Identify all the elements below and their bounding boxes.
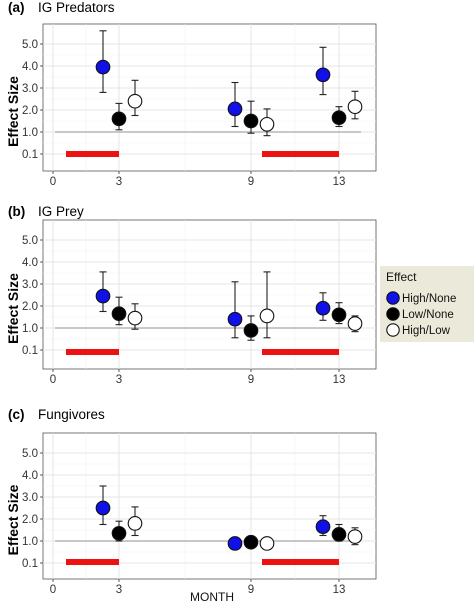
data-point <box>227 536 243 551</box>
data-point <box>111 525 127 541</box>
y-tick-label: 0.1 <box>22 149 38 161</box>
x-tick-label: 13 <box>333 584 346 596</box>
series-high-low <box>127 79 363 137</box>
data-point <box>111 111 127 127</box>
panel-3: (c) Fungivores 0.1 1.0 2.0 3.0 4.0 5.0 0 3 9 13 Effe… <box>5 407 377 596</box>
y-tick-label: 0.1 <box>22 558 38 570</box>
x-tick-label: 9 <box>248 584 254 596</box>
legend-entry-label: Low/None <box>402 309 454 321</box>
x-tick-label: 0 <box>50 176 56 188</box>
data-point <box>243 113 259 129</box>
y-axis-label: Effect Size <box>5 273 21 344</box>
legend-entry-label: High/None <box>402 293 456 305</box>
y-tick-label: 4.0 <box>22 470 38 482</box>
data-point <box>243 534 259 550</box>
data-point <box>227 311 243 327</box>
data-point <box>95 288 111 304</box>
legend-marker <box>386 307 400 321</box>
panel-label: (a) <box>8 0 25 15</box>
panel-title: IG Predators <box>38 0 115 15</box>
legend: Effect High/None Low/None High/Low <box>380 266 474 342</box>
plot-area <box>42 23 377 172</box>
panel-label: (b) <box>8 204 25 219</box>
plot-area <box>42 219 377 370</box>
treatment-bar <box>66 559 119 565</box>
treatment-bar <box>262 349 339 355</box>
data-point <box>259 308 275 324</box>
series-high-none <box>95 485 331 551</box>
y-tick-label: 5.0 <box>22 39 38 51</box>
data-point <box>127 516 143 531</box>
x-tick-label: 3 <box>116 176 122 188</box>
x-tick-label: 9 <box>248 374 254 386</box>
panel-label: (c) <box>8 407 25 422</box>
data-point <box>315 519 331 535</box>
y-tick-label: 4.0 <box>22 257 38 269</box>
x-tick-label: 0 <box>50 584 56 596</box>
x-tick-label: 3 <box>116 374 122 386</box>
x-tick-label: 3 <box>116 584 122 596</box>
y-tick-label: 0.1 <box>22 345 38 357</box>
data-point <box>227 101 243 117</box>
y-axis-label: Effect Size <box>5 76 21 147</box>
data-point <box>347 316 363 331</box>
data-point <box>259 116 275 132</box>
legend-marker <box>386 323 400 337</box>
treatment-bar <box>262 559 339 565</box>
y-tick-label: 2.0 <box>22 301 38 313</box>
y-tick-label: 5.0 <box>22 448 38 460</box>
y-tick-label: 3.0 <box>22 279 38 291</box>
data-point <box>347 99 363 115</box>
data-point <box>95 500 111 516</box>
y-tick-label: 5.0 <box>22 235 38 247</box>
treatment-bar <box>262 151 339 157</box>
panel-title: IG Prey <box>38 204 84 219</box>
y-tick-label: 1.0 <box>22 323 38 335</box>
panel-2: (b) IG Prey 0.1 1.0 2.0 3.0 4.0 5.0 0 3 9 13 Effect … <box>5 204 377 386</box>
series-low-none <box>111 520 347 550</box>
panel-1: (a) IG Predators 0.1 1.0 2.0 3.0 4.0 5.0 0 3 9 13 Ef… <box>5 0 377 188</box>
series-high-low <box>127 506 363 551</box>
data-point <box>331 527 347 542</box>
y-tick-label: 3.0 <box>22 492 38 504</box>
series-low-none <box>111 100 347 134</box>
data-point <box>243 323 259 338</box>
data-point <box>127 93 143 109</box>
data-point <box>111 306 127 322</box>
x-tick-label: 0 <box>50 374 56 386</box>
x-tick-label: 9 <box>248 176 254 188</box>
y-axis-label: Effect Size <box>5 484 21 555</box>
y-tick-label: 4.0 <box>22 61 38 73</box>
legend-marker <box>386 291 400 305</box>
x-tick-label: 13 <box>333 176 346 188</box>
plot-area <box>42 432 377 580</box>
data-point <box>331 110 347 126</box>
data-point <box>331 307 347 323</box>
series-high-low <box>127 271 363 339</box>
y-tick-label: 3.0 <box>22 83 38 95</box>
panel-title: Fungivores <box>38 407 105 422</box>
y-tick-label: 2.0 <box>22 514 38 526</box>
y-tick-label: 1.0 <box>22 536 38 548</box>
treatment-bar <box>66 349 119 355</box>
data-point <box>347 529 363 544</box>
data-point <box>95 59 111 75</box>
x-axis-label: MONTH <box>190 590 234 603</box>
data-point <box>315 300 331 316</box>
legend-title: Effect <box>386 270 417 284</box>
series-high-none <box>95 30 331 128</box>
y-tick-label: 2.0 <box>22 105 38 117</box>
series-high-none <box>95 271 331 339</box>
data-point <box>259 536 275 551</box>
y-tick-label: 1.0 <box>22 127 38 139</box>
data-point <box>127 310 143 326</box>
treatment-bar <box>66 151 119 157</box>
data-point <box>315 67 331 83</box>
series-low-none <box>111 296 347 341</box>
legend-entry-label: High/Low <box>402 325 451 337</box>
x-tick-label: 13 <box>333 374 346 386</box>
